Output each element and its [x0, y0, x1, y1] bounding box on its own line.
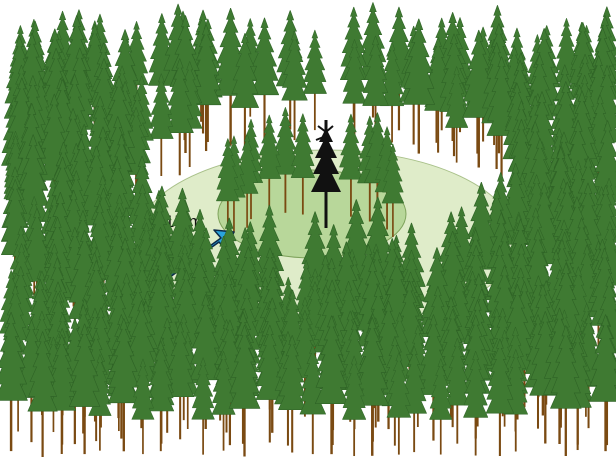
conifer-tree-icon: [149, 73, 174, 176]
dead-snag-tree-icon: [311, 120, 341, 228]
conifer-tree-icon: [302, 29, 327, 131]
conifer-tree-icon: [402, 18, 436, 154]
